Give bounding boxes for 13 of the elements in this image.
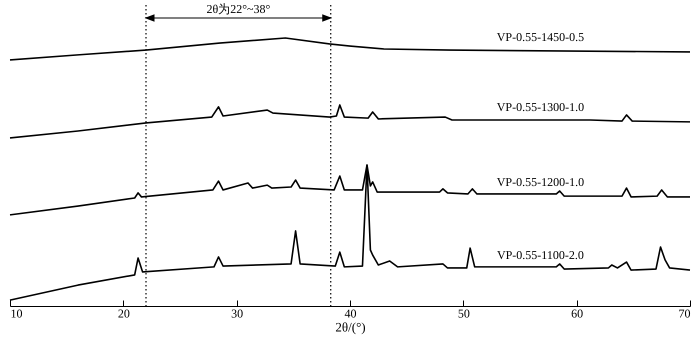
series-label: VP-0.55-1200-1.0: [496, 174, 584, 189]
x-tick-label: 30: [231, 306, 244, 320]
series-label: VP-0.55-1300-1.0: [496, 100, 584, 114]
x-tick-label: 20: [118, 306, 130, 320]
x-tick-label: 10: [10, 306, 22, 320]
x-axis-title: 2θ/(°): [335, 320, 366, 334]
series-label: VP-0.55-1450-0.5: [496, 30, 584, 44]
x-tick-label: 40: [344, 306, 356, 320]
x-tick-label: 60: [571, 306, 584, 320]
x-tick-label: 50: [458, 306, 470, 320]
series-label: VP-0.55-1100-2.0: [496, 248, 584, 262]
x-tick-label: 70: [678, 306, 690, 320]
text: 2θ为22°~38°: [206, 2, 270, 16]
